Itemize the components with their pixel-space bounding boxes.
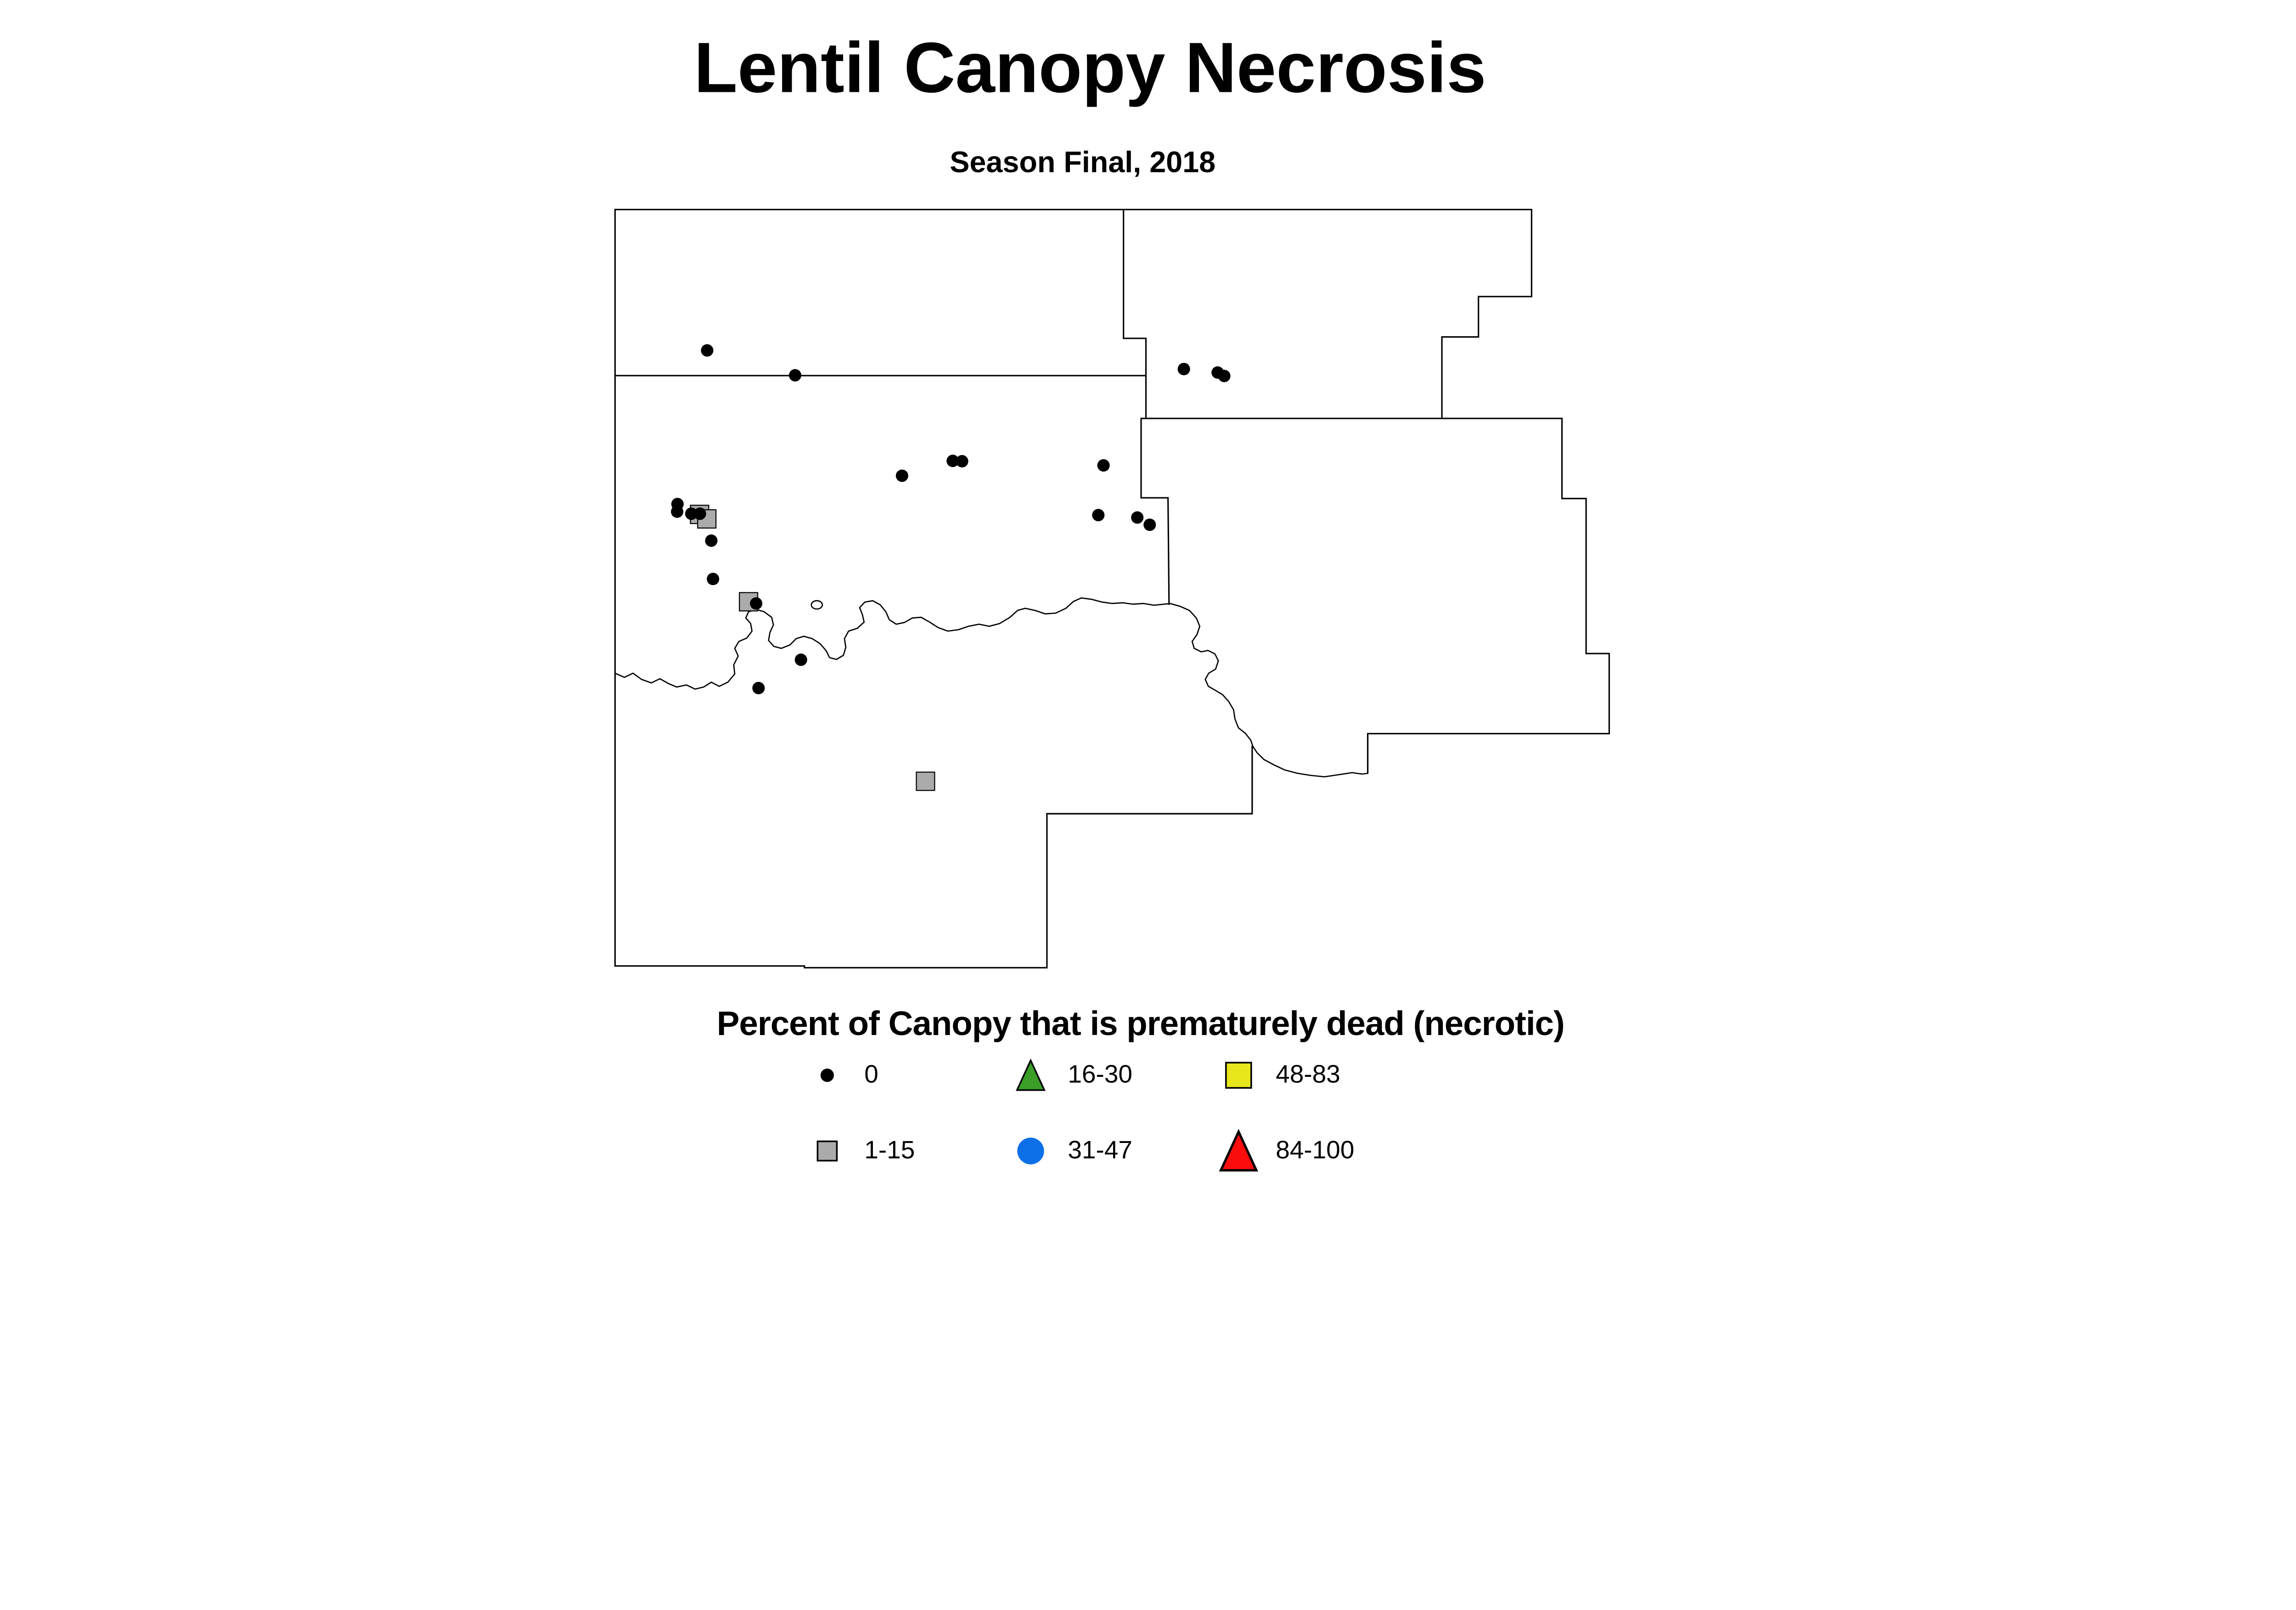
map-point-dot-0 xyxy=(693,507,706,520)
oxbow-lake xyxy=(810,600,823,610)
map-point-dot-0 xyxy=(752,681,765,694)
map-point-dot-0 xyxy=(788,369,802,382)
legend-symbol-dot-icon xyxy=(820,1068,834,1082)
map-point-dot-0 xyxy=(1097,459,1110,472)
legend-item-84-100: 84-100 xyxy=(1212,1126,1354,1176)
page-subtitle: Season Final, 2018 xyxy=(950,147,1216,180)
legend-symbol-shape xyxy=(820,1068,834,1082)
legend-item-0: 0 xyxy=(800,1050,878,1101)
legend-symbol-square-icon xyxy=(816,1140,838,1162)
map-point-dot-0 xyxy=(946,455,959,467)
legend-symbol-triangle-icon xyxy=(1015,1058,1046,1091)
map-point-square-1-15 xyxy=(916,771,935,791)
legend-item-label: 1-15 xyxy=(864,1136,915,1165)
legend-symbol-shape xyxy=(1015,1058,1046,1091)
figure-canvas: Lentil Canopy Necrosis Season Final, 201… xyxy=(614,29,1610,1176)
county-boundaries xyxy=(614,208,1610,968)
map-point-dot-0 xyxy=(750,597,763,610)
county-borders-path xyxy=(614,208,1610,968)
legend-symbol-shape xyxy=(1017,1137,1044,1165)
legend-item-48-83: 48-83 xyxy=(1212,1050,1340,1101)
legend-symbol-circle-icon xyxy=(1017,1137,1044,1165)
map-point-dot-0 xyxy=(671,505,684,518)
legend-item-label: 84-100 xyxy=(1276,1136,1355,1165)
legend-symbol-square-icon xyxy=(1225,1062,1252,1089)
map-point-dot-0 xyxy=(701,344,714,357)
map-point-dot-0 xyxy=(685,507,698,520)
map-point-dot-0 xyxy=(895,469,908,482)
map xyxy=(614,208,1610,968)
legend-symbol-triangle-icon xyxy=(1219,1129,1259,1172)
map-point-dot-0 xyxy=(1177,363,1190,376)
legend-item-16-30: 16-30 xyxy=(1004,1050,1132,1101)
map-point-dot-0 xyxy=(956,455,968,467)
legend-item-31-47: 31-47 xyxy=(1004,1126,1132,1176)
river xyxy=(614,597,1368,777)
legend-item-label: 31-47 xyxy=(1068,1136,1132,1165)
legend-symbol-shape xyxy=(1225,1062,1252,1089)
legend-symbol-shape xyxy=(1219,1129,1259,1172)
map-point-dot-0 xyxy=(705,534,718,547)
legend-symbol-shape xyxy=(816,1140,838,1162)
map-point-dot-0 xyxy=(1092,509,1105,522)
legend-item-label: 0 xyxy=(864,1060,878,1089)
legend-item-label: 16-30 xyxy=(1068,1060,1132,1089)
map-point-dot-0 xyxy=(1131,511,1144,524)
map-point-dot-0 xyxy=(1218,370,1231,383)
map-point-dot-0 xyxy=(1143,518,1156,531)
legend-item-1-15: 1-15 xyxy=(800,1126,915,1176)
river-path xyxy=(614,597,1368,777)
legend-title: Percent of Canopy that is prematurely de… xyxy=(716,1004,1565,1043)
page-title: Lentil Canopy Necrosis xyxy=(694,29,1486,109)
legend-item-label: 48-83 xyxy=(1276,1060,1340,1089)
map-points xyxy=(671,344,1231,791)
map-point-dot-0 xyxy=(707,573,720,585)
map-point-dot-0 xyxy=(794,653,807,666)
